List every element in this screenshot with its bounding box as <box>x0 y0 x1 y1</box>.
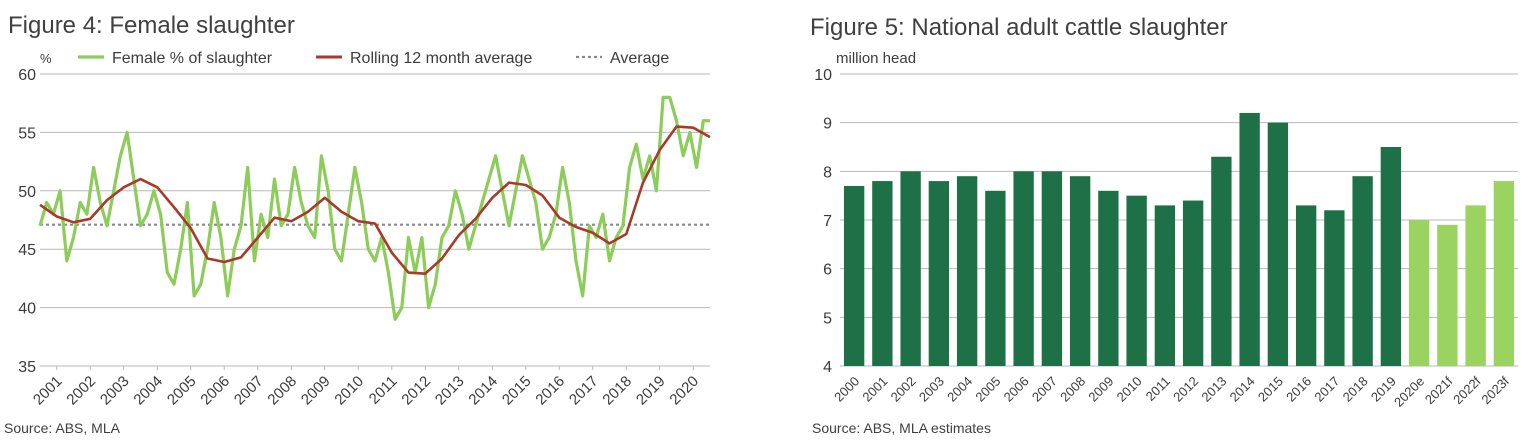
x-tick-label: 2014 <box>1227 374 1258 405</box>
x-tick-label: 2018 <box>599 373 635 409</box>
legend-rolling-average-label: Rolling 12 month average <box>350 50 532 67</box>
x-tick-label: 2001 <box>30 373 66 409</box>
y-tick-label: 35 <box>18 359 36 376</box>
bar-2001 <box>872 181 893 366</box>
bar-2003 <box>928 181 950 366</box>
bar-2000 <box>843 185 865 366</box>
y-axis-unit: % <box>40 51 52 66</box>
bar-2006 <box>1013 171 1034 366</box>
legend-female-percent-label: Female % of slaughter <box>112 50 273 67</box>
x-tick-label: 2021f <box>1422 373 1456 407</box>
bar-2005 <box>985 190 1006 366</box>
bar-2012 <box>1182 200 1204 366</box>
x-tick-label: 2012 <box>1170 374 1201 405</box>
x-tick-label: 2005 <box>972 374 1003 405</box>
bar-2009 <box>1098 190 1119 366</box>
x-tick-label: 2006 <box>197 373 233 409</box>
bar-2007 <box>1041 171 1063 366</box>
y-tick-label: 55 <box>18 125 36 142</box>
figure-4-title: Figure 4: Female slaughter <box>8 12 295 39</box>
figure-4-source: Source: ABS, MLA <box>4 420 120 436</box>
x-tick-label: 2017 <box>1311 374 1342 405</box>
y-tick-label: 50 <box>18 184 36 201</box>
bar-2002 <box>900 171 921 366</box>
bar-2015 <box>1267 122 1289 367</box>
y-tick-label: 45 <box>18 242 36 259</box>
figure-5-title: Figure 5: National adult cattle slaughte… <box>810 14 1228 41</box>
female-percent-series <box>38 95 710 321</box>
x-tick-label: 2004 <box>944 374 975 405</box>
x-tick-label: 2013 <box>1198 374 1229 405</box>
figure-5-source: Source: ABS, MLA estimates <box>812 420 991 436</box>
bar-2010 <box>1126 195 1147 366</box>
bar-2018 <box>1352 176 1373 366</box>
y-tick-label: 4 <box>823 359 832 376</box>
x-tick-label: 2007 <box>231 373 267 409</box>
legend: Female % of slaughter Rolling 12 month av… <box>78 50 669 67</box>
y-axis-unit: million head <box>836 50 916 67</box>
x-tick-label: 2011 <box>1143 374 1173 404</box>
x-tick-label: 2010 <box>331 373 367 409</box>
x-tick-label: 2000 <box>831 374 862 405</box>
x-tick-label: 2002 <box>888 374 919 405</box>
x-tick-label: 2014 <box>465 373 501 409</box>
bar-2019 <box>1380 147 1402 366</box>
x-tick-label: 2005 <box>164 373 200 409</box>
x-tick-label: 2008 <box>264 373 300 409</box>
y-tick-label: 6 <box>823 262 832 279</box>
y-tick-label: 5 <box>823 310 832 327</box>
legend-average-label: Average <box>610 50 669 67</box>
bar-2011 <box>1154 205 1176 366</box>
x-tick-label: 2015 <box>499 373 535 409</box>
y-tick-label: 9 <box>823 116 832 133</box>
bar-2017 <box>1324 210 1345 366</box>
x-tick-label: 2015 <box>1255 374 1286 405</box>
x-tick-label: 2018 <box>1340 374 1371 405</box>
x-tick-label: 2019 <box>633 373 669 409</box>
x-tick-label: 2001 <box>859 374 890 405</box>
bar-2023f <box>1493 181 1515 366</box>
y-tick-label: 8 <box>823 164 832 181</box>
y-tick-label: 10 <box>814 67 832 84</box>
bar-2008 <box>1069 176 1091 366</box>
bar-2022f <box>1465 205 1486 366</box>
x-tick-label: 2010 <box>1114 374 1145 405</box>
x-tick-label: 2022f <box>1450 373 1484 407</box>
x-tick-label: 2016 <box>1283 374 1314 405</box>
x-tick-label: 2012 <box>398 373 434 409</box>
x-tick-label: 2006 <box>1001 374 1032 405</box>
bar-2016 <box>1295 205 1317 366</box>
bar-2014 <box>1239 112 1260 366</box>
x-tick-label: 2004 <box>130 373 166 409</box>
bar-2013 <box>1211 156 1232 366</box>
bar-2020e <box>1408 220 1430 366</box>
bar-2021f <box>1437 224 1458 366</box>
x-tick-label: 2020e <box>1391 374 1427 410</box>
x-tick-label: 2017 <box>566 373 602 409</box>
x-tick-label: 2007 <box>1029 374 1060 405</box>
x-tick-label: 2008 <box>1057 374 1088 405</box>
x-tick-label: 2016 <box>532 373 568 409</box>
bar-2004 <box>956 176 978 366</box>
x-tick-label: 2003 <box>97 373 133 409</box>
x-tick-label: 2009 <box>298 373 334 409</box>
x-tick-label: 2003 <box>916 374 947 405</box>
y-tick-label: 7 <box>823 213 832 230</box>
y-tick-label: 40 <box>18 301 36 318</box>
rolling-average-series <box>39 125 711 275</box>
x-tick-label: 2009 <box>1085 374 1116 405</box>
y-tick-label: 60 <box>18 67 36 84</box>
x-tick-label: 2020 <box>666 373 702 409</box>
x-tick-label: 2013 <box>432 373 468 409</box>
female-slaughter-chart: 354045505560%200120022003200420052006200… <box>18 50 711 409</box>
x-tick-label: 2023f <box>1478 373 1512 407</box>
x-tick-label: 2002 <box>63 373 99 409</box>
x-tick-label: 2011 <box>366 373 401 408</box>
